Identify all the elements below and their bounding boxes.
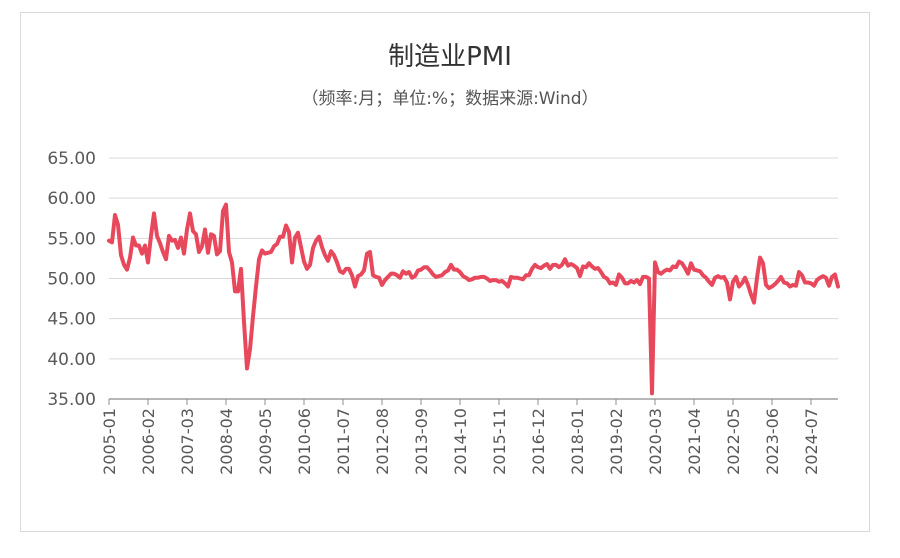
x-tick-label: 2014-10 bbox=[451, 408, 470, 475]
pmi-series-line bbox=[107, 202, 840, 396]
x-tick-label: 2018-01 bbox=[568, 408, 587, 475]
x-tick-label: 2015-11 bbox=[490, 408, 509, 475]
x-tick-label: 2023-06 bbox=[763, 408, 782, 475]
x-tick-label: 2024-07 bbox=[802, 408, 821, 475]
x-tick-label: 2005-01 bbox=[100, 408, 119, 475]
grid-layer bbox=[109, 157, 838, 360]
x-tick-label: 2016-12 bbox=[529, 408, 548, 475]
x-tick-label: 2013-09 bbox=[412, 408, 431, 475]
chart-title: 制造业PMI bbox=[388, 42, 512, 72]
x-tick-label: 2010-06 bbox=[295, 408, 314, 475]
x-tick-label: 2011-07 bbox=[334, 408, 353, 475]
y-tick-label: 60.00 bbox=[47, 189, 96, 209]
y-tick-label: 40.00 bbox=[47, 350, 96, 370]
x-tick-label: 2019-02 bbox=[607, 408, 626, 475]
x-axis: 2005-01 2006-02 2007-03 2008-04 2009-05 2010-… bbox=[100, 398, 838, 475]
series-layer bbox=[107, 202, 840, 396]
chart-subtitle: （频率:月；单位:%；数据来源:Wind） bbox=[301, 89, 599, 109]
y-tick-label: 55.00 bbox=[47, 229, 96, 249]
y-tick-label: 50.00 bbox=[47, 270, 96, 290]
x-tick-label: 2006-02 bbox=[139, 408, 158, 475]
x-tick-label: 2008-04 bbox=[217, 408, 236, 475]
y-tick-label: 35.00 bbox=[47, 390, 96, 410]
y-axis: 35.00 40.00 45.00 50.00 55.00 60.00 65.00 bbox=[47, 149, 96, 410]
x-tick-label: 2020-03 bbox=[646, 408, 665, 475]
x-tick-label: 2012-08 bbox=[373, 408, 392, 475]
x-tick-label: 2009-05 bbox=[256, 408, 275, 475]
x-tick-label: 2021-04 bbox=[685, 408, 704, 475]
x-tick-label: 2007-03 bbox=[178, 408, 197, 475]
y-tick-label: 45.00 bbox=[47, 310, 96, 330]
y-tick-label: 65.00 bbox=[47, 149, 96, 169]
x-tick-label: 2022-05 bbox=[724, 408, 743, 475]
